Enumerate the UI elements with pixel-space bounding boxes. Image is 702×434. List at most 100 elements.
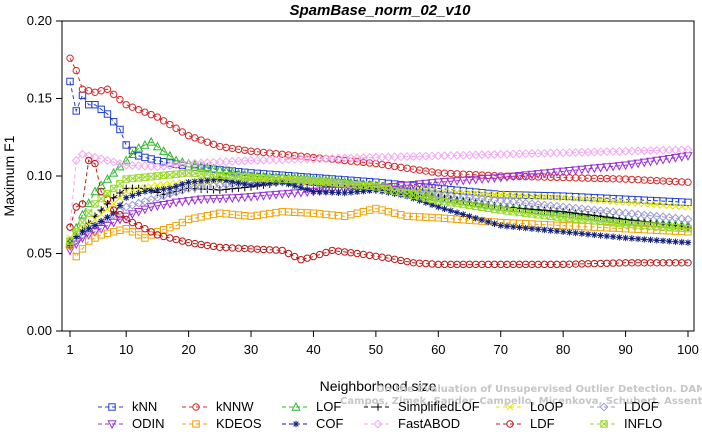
data-point: [221, 194, 231, 204]
series-ldf: [66, 156, 692, 269]
data-point: [115, 159, 125, 169]
data-point: [514, 171, 525, 181]
data-point: [584, 196, 592, 204]
data-point: [533, 170, 543, 179]
data-point: [527, 199, 537, 209]
data-point: [596, 147, 606, 157]
data-point: [546, 206, 556, 216]
data-point: [677, 214, 687, 224]
data-point: [571, 209, 581, 219]
data-point: [128, 103, 137, 111]
data-point: [271, 155, 281, 165]
data-point: [77, 149, 87, 159]
data-point: [408, 151, 418, 161]
data-point: [147, 187, 155, 194]
data-point: [620, 161, 631, 171]
data-point: [90, 221, 100, 231]
data-point: [477, 175, 487, 185]
legend-marker: [373, 419, 383, 429]
data-point: [134, 221, 143, 230]
data-point: [91, 200, 99, 208]
data-point: [616, 234, 623, 241]
data-point: [246, 192, 256, 202]
data-point: [421, 151, 431, 161]
data-point: [547, 193, 555, 201]
data-point: [396, 182, 406, 191]
data-point: [484, 190, 492, 198]
data-point: [172, 170, 180, 178]
data-point: [116, 194, 124, 202]
data-point: [510, 223, 517, 231]
watermark-line-2: Campos, Zimek, Sander, Campello, Micenko…: [340, 396, 702, 407]
data-point: [77, 209, 88, 219]
data-point: [403, 192, 411, 200]
data-point: [116, 211, 124, 219]
series-layer: [65, 54, 693, 269]
data-point: [534, 226, 542, 233]
legend-label: ODIN: [132, 416, 165, 431]
legend-marker: [506, 420, 514, 428]
data-point: [71, 155, 81, 166]
data-point: [653, 201, 661, 209]
data-point: [652, 211, 662, 221]
legend-item-kdeos: KDEOS: [182, 416, 262, 431]
data-point: [428, 201, 436, 209]
data-point: [90, 152, 100, 162]
data-point: [677, 145, 687, 155]
data-point: [85, 225, 92, 232]
y-tick-label: 0.05: [27, 246, 52, 261]
data-point: [514, 149, 524, 159]
data-point: [596, 206, 606, 216]
legend-marker: [108, 403, 116, 411]
data-point: [309, 252, 318, 261]
data-point: [534, 192, 542, 201]
data-point: [390, 152, 400, 162]
data-point: [634, 199, 642, 207]
data-point: [603, 197, 611, 205]
data-point: [640, 200, 648, 208]
data-point: [241, 180, 248, 188]
data-point: [222, 185, 230, 194]
x-tick-label: 40: [306, 342, 320, 357]
data-point: [215, 194, 225, 204]
data-point: [446, 151, 456, 161]
data-point: [658, 145, 668, 155]
data-point: [346, 153, 356, 163]
data-point: [489, 195, 499, 205]
data-point: [664, 213, 674, 223]
data-point: [583, 147, 593, 157]
data-point: [639, 158, 649, 168]
legend-item-odin: ODIN: [98, 416, 165, 431]
data-point: [166, 171, 174, 179]
data-point: [659, 201, 667, 209]
data-point: [352, 153, 362, 163]
data-point: [102, 155, 112, 166]
data-point: [116, 125, 124, 134]
data-point: [215, 164, 225, 174]
data-point: [341, 189, 348, 197]
data-point: [671, 202, 680, 210]
data-point: [171, 155, 181, 165]
data-point: [190, 158, 200, 168]
data-point: [109, 184, 118, 193]
data-point: [209, 157, 219, 167]
data-point: [583, 211, 593, 220]
data-point: [308, 154, 318, 164]
data-point: [121, 160, 131, 170]
data-point: [104, 214, 111, 221]
data-point: [191, 134, 199, 142]
data-point: [547, 227, 554, 234]
data-point: [433, 178, 443, 188]
data-point: [97, 210, 105, 218]
data-point: [639, 146, 649, 156]
data-point: [96, 225, 106, 234]
data-point: [283, 155, 293, 165]
data-point: [122, 101, 130, 109]
data-point: [165, 150, 175, 160]
legend-marker: [292, 420, 300, 428]
data-point: [321, 154, 331, 164]
data-point: [552, 207, 562, 217]
data-point: [552, 201, 562, 211]
data-point: [221, 157, 231, 167]
